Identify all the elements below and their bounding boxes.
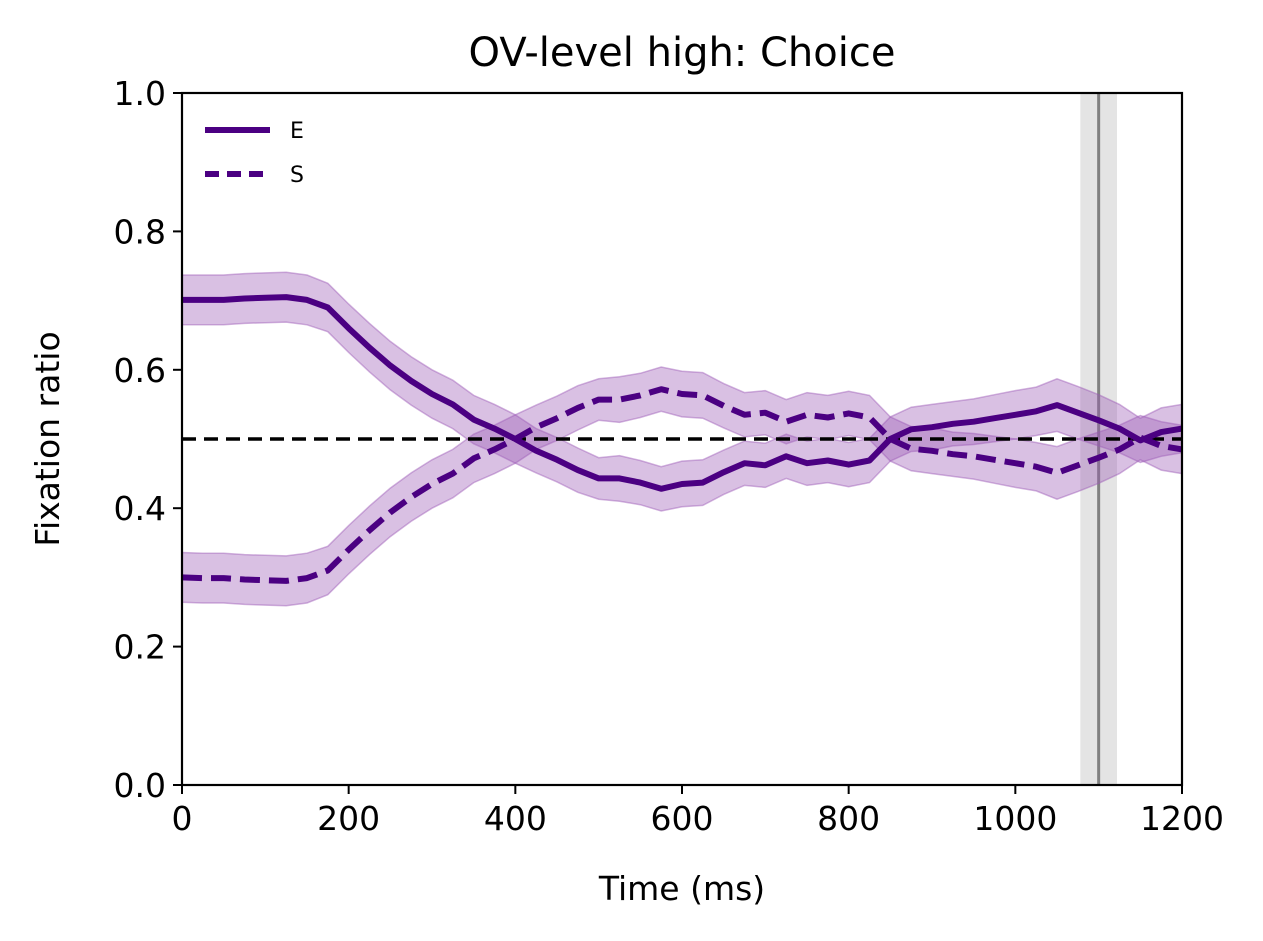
legend-label-s: S — [290, 163, 304, 188]
x-tick-label: 400 — [484, 799, 547, 838]
y-tick-label: 1.0 — [114, 74, 166, 113]
chart-title: OV-level high: Choice — [469, 30, 896, 76]
x-tick-label: 200 — [317, 799, 380, 838]
x-axis: 0 200 400 600 800 1000 1200 — [172, 785, 1224, 838]
x-axis-label: Time (ms) — [598, 869, 765, 908]
x-tick-label: 0 — [172, 799, 193, 838]
series-line-e — [182, 294, 1182, 492]
legend-label-e: E — [290, 119, 304, 144]
y-tick-label: 0.4 — [114, 489, 166, 528]
series-line-layer — [182, 294, 1182, 584]
legend: ES — [205, 119, 304, 188]
y-tick-label: 0.2 — [114, 628, 166, 667]
y-axis-label: Fixation ratio — [28, 331, 67, 546]
x-tick-label: 1000 — [973, 799, 1057, 838]
x-tick-label: 1200 — [1140, 799, 1224, 838]
series-line-s — [182, 386, 1182, 584]
y-tick-label: 0.8 — [114, 212, 166, 251]
y-tick-label: 0.6 — [114, 351, 166, 390]
x-tick-label: 600 — [651, 799, 714, 838]
y-axis: 0.0 0.2 0.4 0.6 0.8 1.0 — [114, 74, 182, 805]
x-tick-label: 800 — [817, 799, 880, 838]
y-tick-label: 0.0 — [114, 766, 166, 805]
